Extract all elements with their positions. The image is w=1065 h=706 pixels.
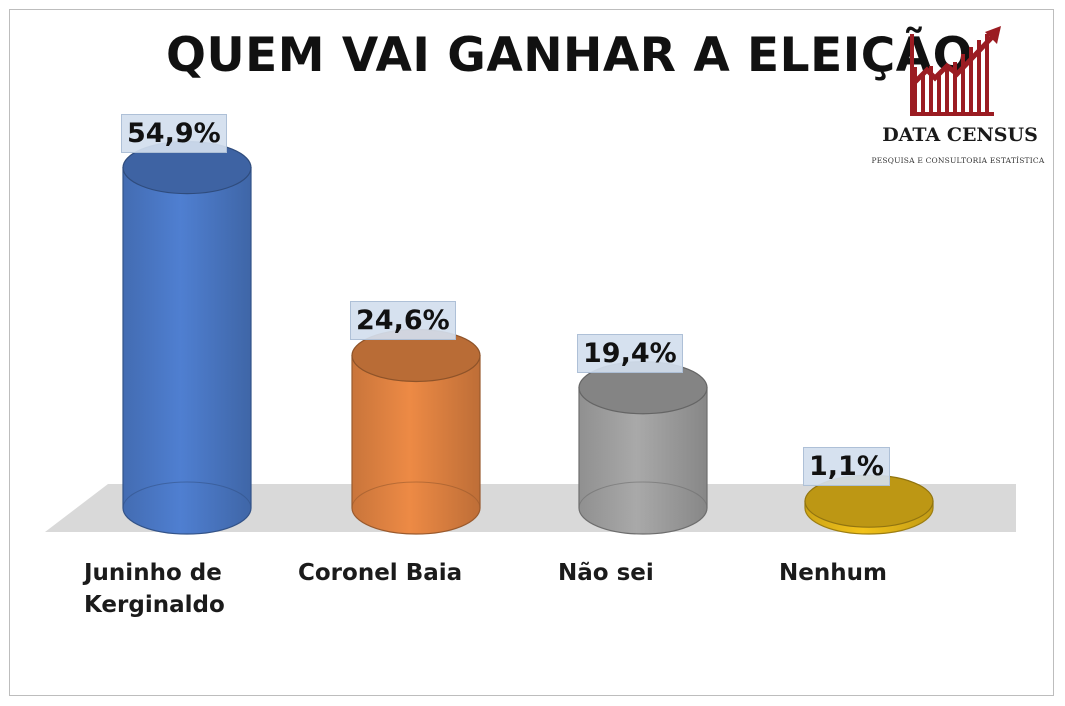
bar-1 [122,141,252,535]
category-label-line: Não sei [558,560,654,586]
data-label-2: 24,6% [350,301,456,341]
data-label-4: 1,1% [803,447,890,487]
brand-tagline: PESQUISA E CONSULTORIA ESTATÍSTICA [871,156,1045,165]
data-label-1: 54,9% [121,113,227,153]
bar-3 [578,361,708,535]
category-label-4: Nenhum [779,557,887,589]
category-label-1: Juninho de Kerginaldo [84,557,225,621]
chart-title: QUEM VAI GANHAR A ELEIÇÃO [166,28,974,83]
category-label-line: Juninho de [84,560,222,586]
chart-floor [45,484,1016,532]
brand-name: DATA CENSUS [882,124,1038,146]
category-label-line: Kerginaldo [84,592,225,618]
category-label-3: Não sei [558,557,654,589]
data-label-3: 19,4% [577,333,683,373]
data-census-logo-icon [910,26,1001,116]
category-label-2: Coronel Baia [298,557,462,589]
category-label-line: Nenhum [779,560,887,586]
bar-2 [351,328,481,535]
category-label-line: Coronel Baia [298,560,463,586]
bar-4 [804,474,934,535]
